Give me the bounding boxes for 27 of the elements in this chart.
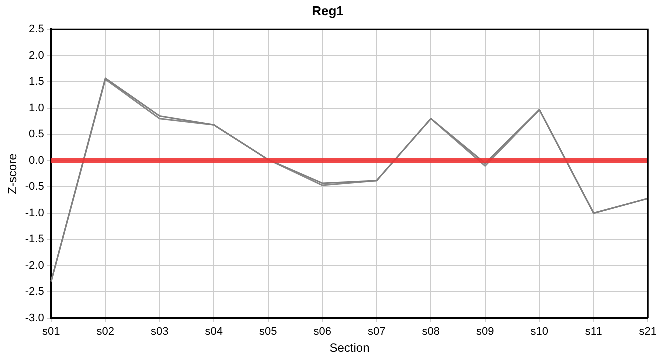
y-tick-label: -1.5 xyxy=(25,234,44,246)
x-axis-title: Section xyxy=(330,341,370,356)
y-tick-label: 1.0 xyxy=(29,102,44,114)
y-tick-label: 1.5 xyxy=(29,76,44,88)
x-tick-label: s06 xyxy=(314,326,332,338)
x-tick-label: s11 xyxy=(585,326,602,338)
chart-title: Reg1 xyxy=(312,3,344,18)
y-axis-title: Z-score xyxy=(6,153,20,194)
x-tick-label: s01 xyxy=(42,326,60,338)
y-tick-label: -2.0 xyxy=(25,260,44,272)
x-tick-label: s04 xyxy=(205,326,223,338)
y-tick-label: 0.0 xyxy=(29,154,44,167)
x-tick-label: s09 xyxy=(476,326,494,338)
x-tick-label: s02 xyxy=(96,326,114,338)
y-tick-label: 2.5 xyxy=(29,24,44,36)
y-tick-label: 2.0 xyxy=(29,50,44,62)
y-tick-label: -3.0 xyxy=(25,312,44,324)
x-tick-label: s21 xyxy=(639,326,658,338)
x-tick-label: s03 xyxy=(150,326,169,338)
x-tick-label: s05 xyxy=(259,326,278,338)
y-tick-label: -1.0 xyxy=(25,207,44,220)
y-tick-label: 0.5 xyxy=(29,128,44,141)
x-tick-label: s07 xyxy=(368,326,386,338)
y-tick-label: -0.5 xyxy=(25,181,44,194)
x-tick-label: s10 xyxy=(530,326,548,338)
y-tick-label: -2.5 xyxy=(25,286,44,298)
x-tick-label: s08 xyxy=(422,326,440,338)
